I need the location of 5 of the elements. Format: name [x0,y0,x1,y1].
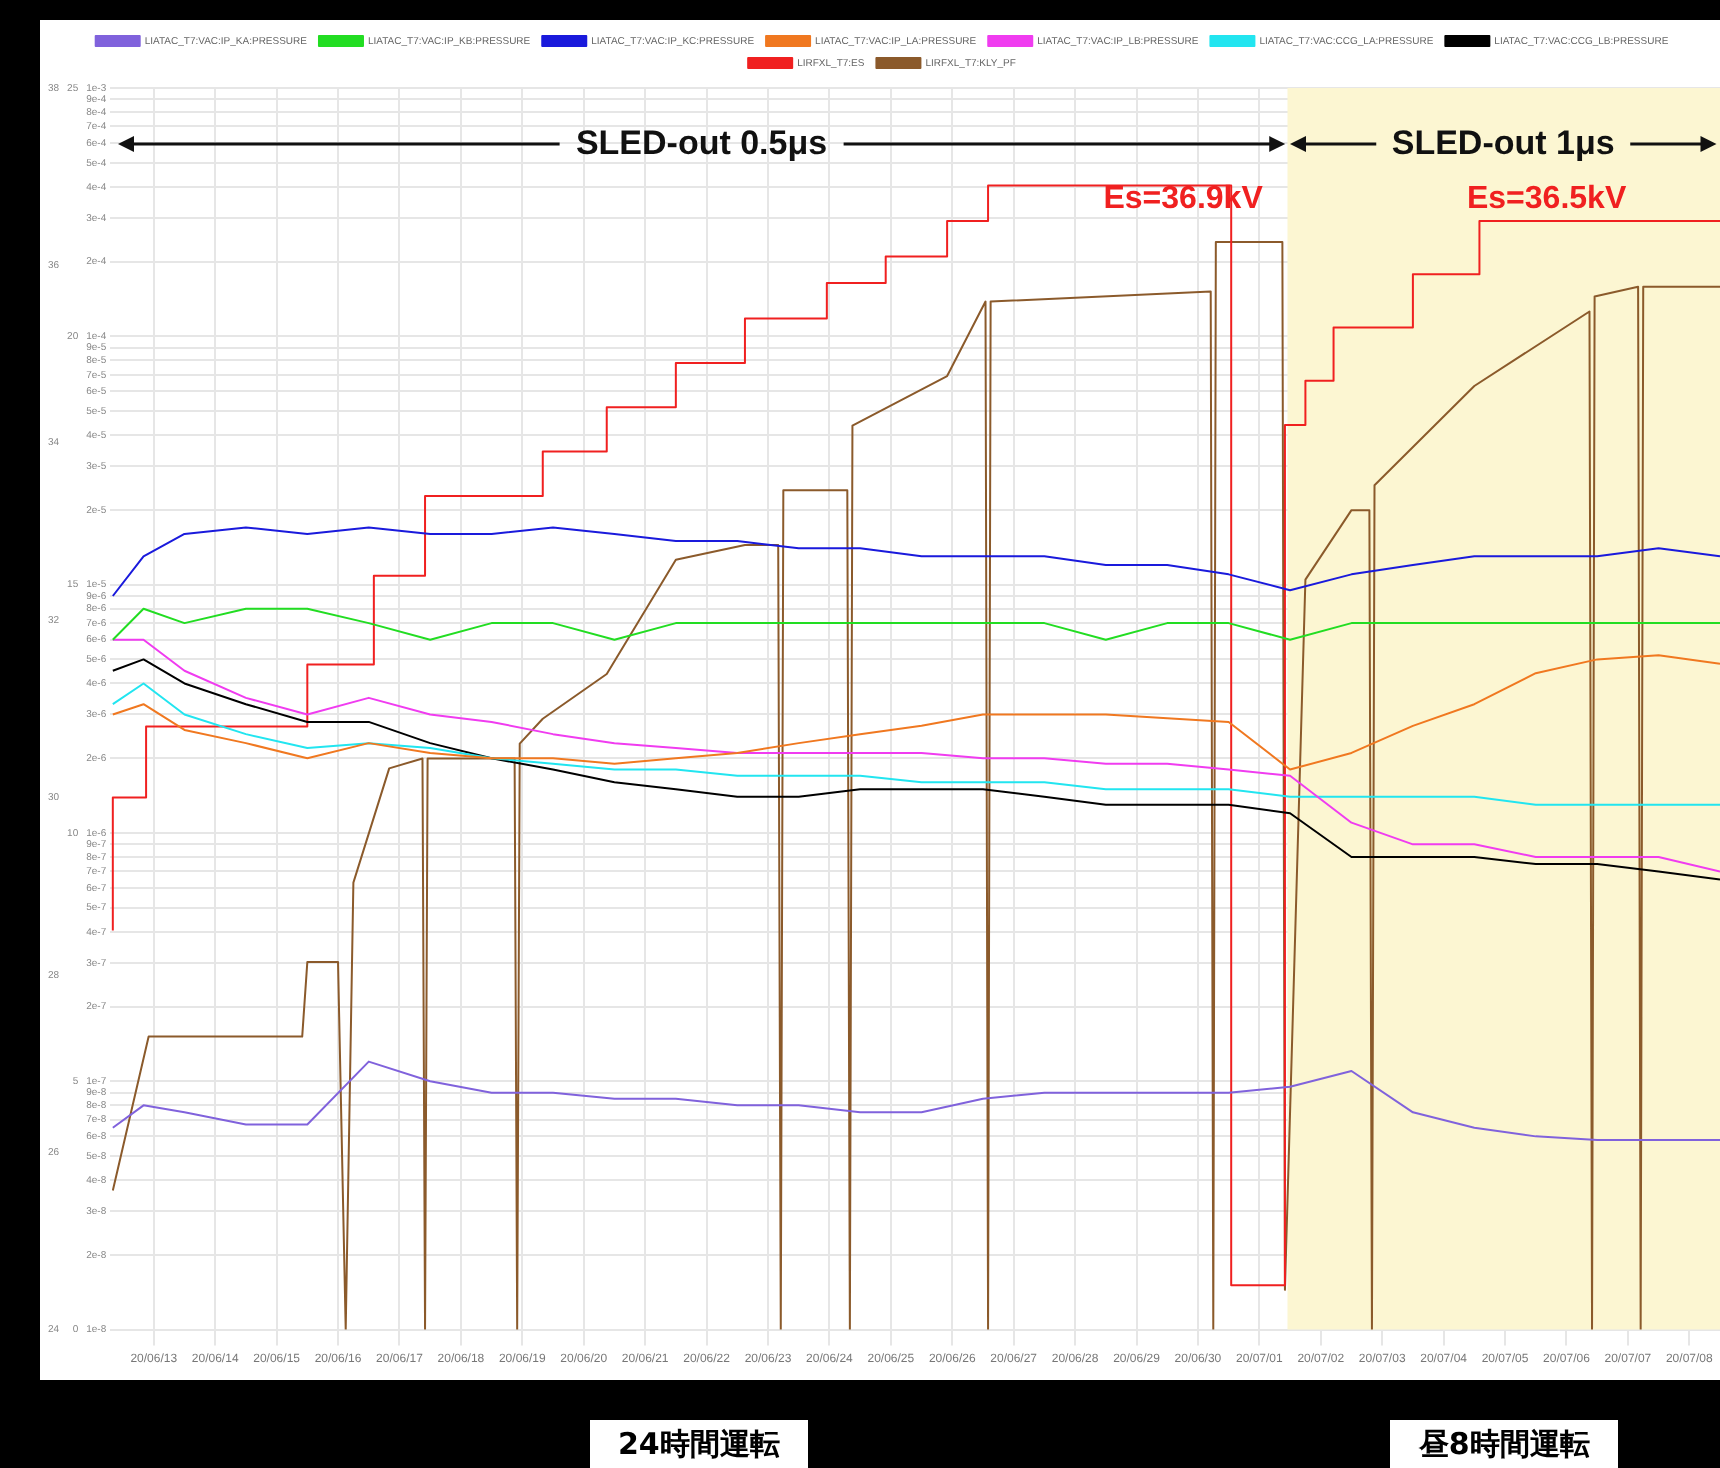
annotation: Es=36.5kV [1466,182,1627,218]
annotation: SLED-out 1μs [1391,124,1615,164]
text: 昼8時間運転 [1390,1420,1618,1468]
text: 24時間運転 [589,1420,808,1468]
annotation: SLED-out 0.5μs [575,124,828,164]
